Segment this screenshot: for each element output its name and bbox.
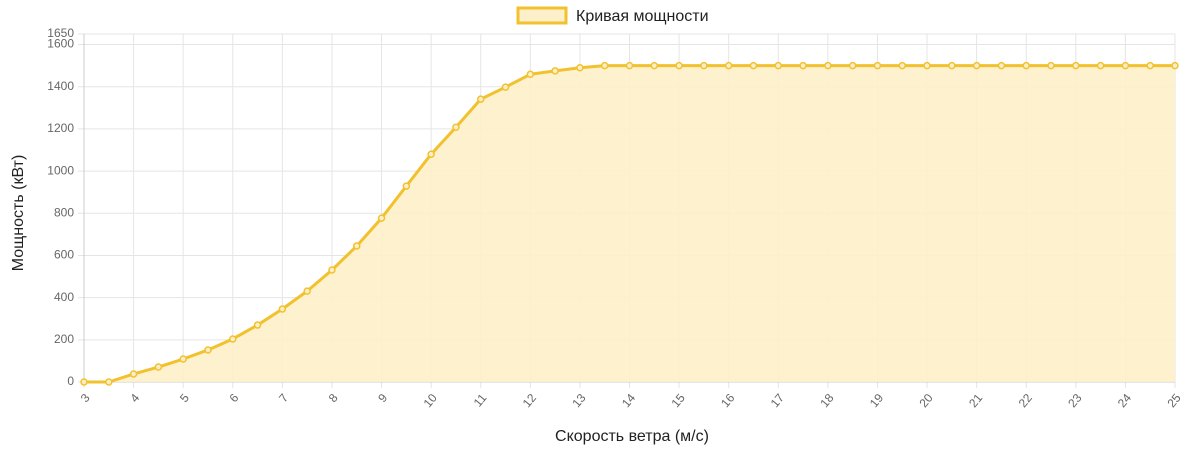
point — [799, 61, 807, 70]
point — [229, 335, 237, 343]
x-tick-label: 25 — [1164, 391, 1184, 410]
x-tick-label: 13 — [569, 391, 589, 410]
point — [278, 305, 287, 313]
point — [353, 242, 361, 250]
point — [576, 63, 584, 72]
x-tick-label: 10 — [421, 391, 441, 410]
point — [427, 150, 435, 158]
x-tick-label: 22 — [1016, 391, 1036, 410]
point — [724, 61, 733, 70]
y-tick-label: 200 — [54, 332, 74, 346]
point — [997, 61, 1006, 70]
x-tick-label: 19 — [867, 391, 887, 410]
point — [600, 61, 609, 70]
x-tick-label: 17 — [768, 391, 788, 410]
point — [80, 378, 88, 386]
y-tick-label: 400 — [54, 290, 74, 304]
point — [551, 67, 559, 75]
x-axis-title: Скорость ветра (м/с) — [555, 428, 709, 445]
point — [402, 182, 411, 190]
x-tick-label: 3 — [78, 391, 93, 405]
y-tick-label: 800 — [54, 205, 74, 219]
point — [129, 370, 138, 378]
y-tick-label: 1400 — [47, 79, 74, 93]
x-tick-label: 14 — [619, 391, 639, 410]
x-tick-label: 5 — [177, 391, 192, 405]
x-tick-label: 21 — [966, 391, 986, 410]
point — [650, 61, 659, 70]
point — [948, 61, 956, 70]
y-tick-label: 1650 — [47, 26, 74, 40]
x-tick-label: 8 — [326, 391, 341, 405]
point — [824, 61, 832, 70]
point — [328, 266, 336, 274]
x-tick-label: 15 — [669, 391, 689, 410]
point — [105, 378, 113, 386]
point — [923, 61, 931, 70]
x-tick-label: 11 — [471, 391, 490, 410]
point — [749, 61, 758, 70]
point — [377, 214, 386, 222]
legend-label: Кривая мощности — [576, 8, 709, 25]
point — [1072, 61, 1080, 70]
point — [204, 346, 212, 354]
point — [154, 363, 163, 371]
point — [848, 61, 857, 70]
point — [501, 83, 510, 91]
x-tick-label: 23 — [1065, 391, 1085, 410]
x-tick-label: 16 — [718, 391, 738, 410]
x-tick-label: 20 — [916, 391, 936, 410]
legend-swatch — [516, 6, 568, 25]
point — [1022, 61, 1030, 70]
point — [526, 70, 535, 79]
x-tick-label: 9 — [375, 391, 390, 405]
point — [972, 61, 981, 70]
x-tick-label: 24 — [1115, 391, 1135, 410]
point — [675, 61, 683, 70]
y-axis-title: Мощность (кВт) — [10, 155, 27, 272]
point — [476, 95, 485, 103]
point — [452, 123, 460, 131]
point — [774, 61, 783, 70]
x-tick-label: 6 — [226, 391, 241, 405]
y-tick-label: 1200 — [47, 121, 74, 135]
point — [253, 321, 262, 329]
x-tick-label: 4 — [127, 391, 142, 405]
x-tick-label: 18 — [817, 391, 837, 410]
point — [1121, 61, 1130, 70]
x-tick-label: 7 — [276, 391, 291, 405]
area — [84, 65, 1175, 383]
y-tick-label: 1000 — [47, 163, 74, 177]
point — [873, 61, 882, 70]
x-tick-label: 12 — [520, 391, 540, 410]
y-tick-label: 1600 — [47, 37, 74, 51]
point — [700, 61, 708, 70]
point — [179, 355, 187, 363]
point — [1146, 61, 1154, 70]
y-tick-label: 600 — [54, 248, 74, 262]
point — [1096, 61, 1105, 70]
point — [898, 61, 906, 70]
y-tick-label: 0 — [67, 374, 74, 388]
point — [1047, 61, 1055, 70]
point — [625, 61, 634, 70]
point — [303, 287, 311, 295]
point — [1171, 61, 1179, 70]
